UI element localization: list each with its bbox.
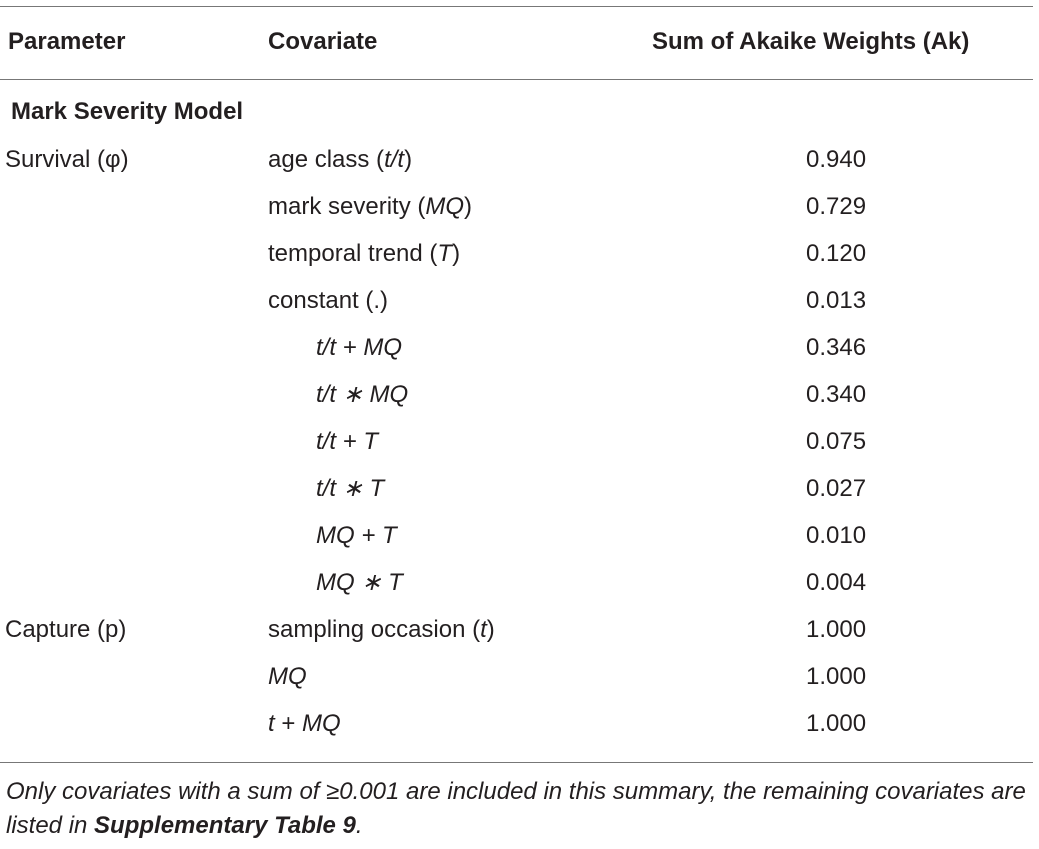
covariate-text: constant (.) <box>268 287 389 314</box>
table-row: t + MQ 1.000 <box>0 709 1033 739</box>
header-parameter: Parameter <box>8 28 126 55</box>
covariate-cell: mark severity (MQ) <box>268 192 472 222</box>
covariate-cell: MQ <box>268 662 307 692</box>
covariate-text: ) <box>404 146 413 173</box>
covariate-text: temporal trend ( <box>268 240 438 267</box>
akaike-weight-cell: 0.004 <box>806 569 867 596</box>
akaike-weight-cell: 1.000 <box>806 616 867 643</box>
covariate-text: age class ( <box>268 146 385 173</box>
covariate-cell: t/t + T <box>316 427 378 457</box>
covariate-cell: MQ ∗ T <box>316 568 403 598</box>
covariate-text: MQ <box>425 193 465 220</box>
table-row: MQ 1.000 <box>0 662 1033 692</box>
covariate-text: t/t ∗ MQ <box>316 381 409 408</box>
akaike-weight-cell: 0.120 <box>806 240 867 267</box>
table-row: mark severity (MQ) 0.729 <box>0 192 1033 222</box>
akaike-weight-cell: 0.940 <box>806 146 867 173</box>
covariate-text: T <box>437 240 453 267</box>
table-row: t/t ∗ MQ 0.340 <box>0 380 1033 410</box>
covariate-text: t/t + T <box>316 428 379 455</box>
akaike-weight-cell: 0.346 <box>806 334 867 361</box>
covariate-text: sampling occasion ( <box>268 616 481 643</box>
covariate-text: MQ ∗ T <box>316 569 403 596</box>
table-top-rule <box>0 6 1033 7</box>
header-sum-akaike-weights: Sum of Akaike Weights (Ak) <box>652 28 970 55</box>
covariate-cell: t/t + MQ <box>316 333 402 363</box>
footnote-end: . <box>355 812 363 839</box>
table-footnote: Only covariates with a sum of ≥0.001 are… <box>6 775 1036 843</box>
covariate-text: MQ <box>268 663 307 690</box>
covariate-text: t <box>268 710 275 737</box>
table-row: t/t + T 0.075 <box>0 427 1033 457</box>
akaike-weight-cell: 0.027 <box>806 475 867 502</box>
table-row: t/t ∗ T 0.027 <box>0 474 1033 504</box>
covariate-cell: t + MQ <box>268 709 341 739</box>
akaike-weight-cell: 0.010 <box>806 522 867 549</box>
covariate-cell: MQ + T <box>316 521 397 551</box>
table-row: Survival (φ) age class (t/t) 0.940 <box>0 145 1033 175</box>
covariate-cell: age class (t/t) <box>268 145 412 175</box>
parameter-cell: Survival (φ) <box>5 146 129 173</box>
covariate-text: ) <box>452 240 461 267</box>
table-row: MQ ∗ T 0.004 <box>0 568 1033 598</box>
covariate-cell: temporal trend (T) <box>268 239 460 269</box>
akaike-weight-cell: 1.000 <box>806 710 867 737</box>
akaike-weight-cell: 0.340 <box>806 381 867 408</box>
akaike-weight-cell: 0.729 <box>806 193 867 220</box>
table-row: constant (.) 0.013 <box>0 286 1033 316</box>
covariate-text: ) <box>486 616 495 643</box>
akaike-weight-cell: 0.075 <box>806 428 867 455</box>
covariate-text: t/t ∗ T <box>316 475 385 502</box>
covariate-text: + <box>274 710 303 737</box>
table-bottom-rule <box>0 762 1033 763</box>
covariate-text: MQ <box>302 710 341 737</box>
table-row: t/t + MQ 0.346 <box>0 333 1033 363</box>
table-row: MQ + T 0.010 <box>0 521 1033 551</box>
covariate-text: t/t + MQ <box>316 334 403 361</box>
header-rule <box>0 79 1033 80</box>
covariate-cell: sampling occasion (t) <box>268 615 495 645</box>
covariate-cell: t/t ∗ T <box>316 474 384 504</box>
covariate-text: t <box>480 616 487 643</box>
parameter-cell: Capture (p) <box>5 616 127 643</box>
akaike-weight-cell: 1.000 <box>806 663 867 690</box>
covariate-text: mark severity ( <box>268 193 426 220</box>
covariate-text: t/t <box>384 146 405 173</box>
covariate-cell: t/t ∗ MQ <box>316 380 408 410</box>
covariate-text: ) <box>464 193 473 220</box>
akaike-weight-cell: 0.013 <box>806 287 867 314</box>
header-covariate: Covariate <box>268 28 378 55</box>
table-row: temporal trend (T) 0.120 <box>0 239 1033 269</box>
covariate-cell: constant (.) <box>268 286 388 316</box>
section-title: Mark Severity Model <box>11 98 244 125</box>
covariate-text: MQ + T <box>316 522 397 549</box>
footnote-text: Only covariates with a sum of ≥0.001 are… <box>6 778 1026 839</box>
table-row: Capture (p) sampling occasion (t) 1.000 <box>0 615 1033 645</box>
footnote-link-supplementary-table[interactable]: Supplementary Table 9 <box>94 812 356 839</box>
